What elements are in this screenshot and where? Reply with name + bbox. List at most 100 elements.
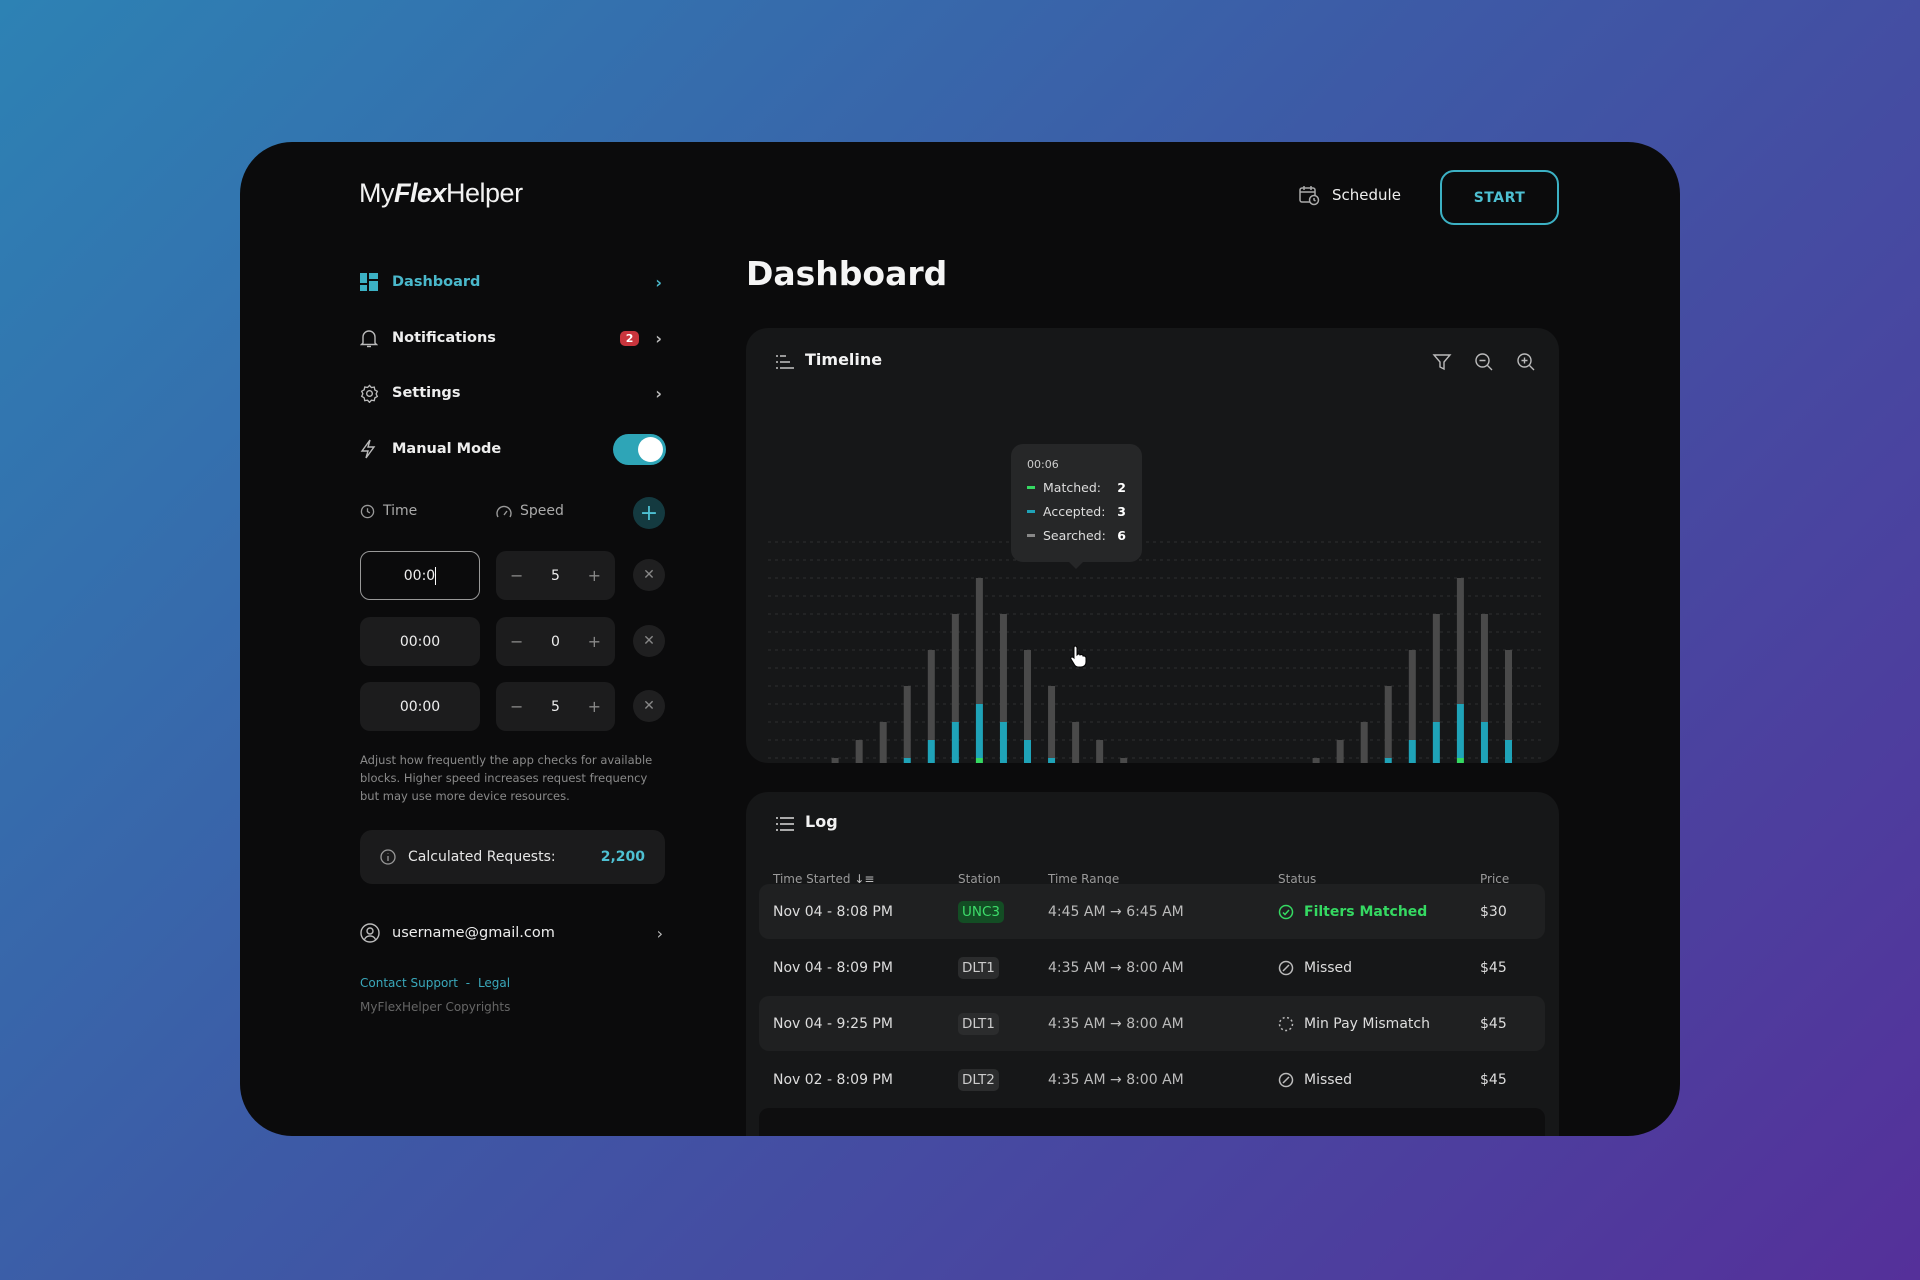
page-title: Dashboard [746,254,948,293]
bar-accepted[interactable] [1048,758,1056,763]
status-label: Missed [1304,959,1353,976]
bar-accepted[interactable] [903,758,911,763]
timeline-chart[interactable]: 00:0000:0200:0400:0600:0800:1000:1200:14… [746,328,1559,763]
log-row[interactable]: Nov 04 - 9:25 PM DLT1 4:35 AM → 8:00 AM … [759,996,1545,1051]
bar-matched[interactable] [975,758,983,763]
start-button[interactable]: START [1440,170,1559,225]
zoom-out-icon[interactable] [1474,352,1494,372]
time-value: 00:0 [403,567,436,584]
bar-searched[interactable] [1336,740,1344,763]
remove-row-button[interactable]: ✕ [633,559,665,591]
bar-searched[interactable] [1408,650,1416,740]
bar-searched[interactable] [1024,650,1031,740]
bar-searched[interactable] [951,614,959,722]
bar-searched[interactable] [879,722,887,763]
speed-stepper[interactable]: − 5 + [496,682,615,731]
price: $45 [1480,1071,1507,1088]
time-started: Nov 04 - 9:25 PM [773,1015,893,1032]
time-from: 4:35 AM [1048,1071,1106,1088]
bar-searched[interactable] [1456,578,1464,704]
bar-searched[interactable] [1120,758,1128,763]
bar-searched[interactable] [1384,686,1392,758]
bar-accepted[interactable] [927,740,935,763]
remove-row-button[interactable]: ✕ [633,625,665,657]
log-row[interactable] [759,1108,1545,1136]
bar-searched[interactable] [903,686,911,758]
tooltip-matched-label: Matched: [1043,480,1101,495]
chevron-right-icon: › [655,383,662,403]
station-badge: UNC3 [958,900,1004,923]
bar-searched[interactable] [1360,722,1368,763]
link-separator: - [465,976,471,990]
bar-searched[interactable] [927,650,935,740]
sidebar-item-dashboard[interactable]: Dashboard › [360,267,670,297]
column-time-started[interactable]: Time Started ↓≡ [773,872,874,886]
bar-searched[interactable] [1432,614,1440,722]
bar-accepted[interactable] [1432,722,1440,763]
timeline-icon [776,355,794,369]
bar-accepted[interactable] [999,722,1007,763]
bar-searched[interactable] [831,758,839,763]
sidebar-item-notifications[interactable]: Notifications 2 › [360,323,670,353]
decrement-button[interactable]: − [510,697,524,716]
time-range: 4:45 AM → 6:45 AM [1048,904,1184,920]
lightning-icon [360,439,392,459]
tooltip-searched-label: Searched: [1043,528,1106,543]
bar-accepted[interactable] [975,704,983,758]
increment-button[interactable]: + [587,566,601,585]
notification-badge: 2 [619,330,640,346]
time-input[interactable]: 00:00 [360,617,480,666]
log-row[interactable]: Nov 02 - 8:09 PM DLT2 4:35 AM → 8:00 AM … [759,1052,1545,1107]
bar-searched[interactable] [999,614,1007,722]
bar-matched[interactable] [1456,758,1464,763]
calendar-clock-icon [1299,186,1320,206]
bar-searched[interactable] [1505,650,1512,740]
bar-searched[interactable] [1480,614,1488,722]
log-row[interactable]: Nov 04 - 8:08 PM UNC3 4:45 AM → 6:45 AM … [759,884,1545,939]
decrement-button[interactable]: − [510,632,524,651]
bar-accepted[interactable] [1505,740,1512,763]
sort-icon[interactable]: ↓≡ [854,872,875,886]
bar-searched[interactable] [1096,740,1104,763]
time-started: Nov 04 - 8:08 PM [773,903,893,920]
bar-searched[interactable] [1072,722,1080,763]
bar-accepted[interactable] [1408,740,1416,763]
sidebar-item-label: Notifications [392,330,496,346]
bar-searched[interactable] [1312,758,1320,763]
tooltip-searched-value: 6 [1117,528,1126,543]
bar-searched[interactable] [855,740,863,763]
time-to: 8:00 AM [1126,959,1184,976]
bar-accepted[interactable] [951,722,959,763]
bar-accepted[interactable] [1024,740,1031,763]
increment-button[interactable]: + [587,632,601,651]
matched-swatch [1027,486,1035,489]
bar-searched[interactable] [1048,686,1056,758]
legal-link[interactable]: Legal [477,976,511,990]
filter-icon[interactable] [1432,352,1452,372]
remove-row-button[interactable]: ✕ [633,690,665,722]
time-from: 4:45 AM [1048,903,1106,920]
chevron-right-icon: › [655,272,662,292]
price: $45 [1480,1015,1507,1032]
bar-searched[interactable] [975,578,983,704]
speed-stepper[interactable]: − 5 + [496,551,615,600]
time-input[interactable]: 00:00 [360,682,480,731]
manual-mode-toggle[interactable] [613,433,666,465]
speed-stepper[interactable]: − 0 + [496,617,615,666]
zoom-in-icon[interactable] [1516,352,1536,372]
bar-accepted[interactable] [1480,722,1488,763]
log-row[interactable]: Nov 04 - 8:09 PM DLT1 4:35 AM → 8:00 AM … [759,940,1545,995]
schedule-button[interactable]: Schedule [1298,184,1401,206]
time-input[interactable]: 00:0 [360,551,480,600]
bar-accepted[interactable] [1384,758,1392,763]
decrement-button[interactable]: − [510,566,524,585]
increment-button[interactable]: + [587,697,601,716]
add-schedule-button[interactable]: + [633,497,665,529]
ban-icon [1278,960,1294,976]
user-account-row[interactable]: username@gmail.com › [360,918,665,948]
contact-support-link[interactable]: Contact Support [360,976,458,990]
arrow-right-icon: → [1110,1015,1122,1032]
text-cursor [435,566,437,585]
bar-accepted[interactable] [1456,704,1464,758]
sidebar-item-settings[interactable]: Settings › [360,378,670,408]
